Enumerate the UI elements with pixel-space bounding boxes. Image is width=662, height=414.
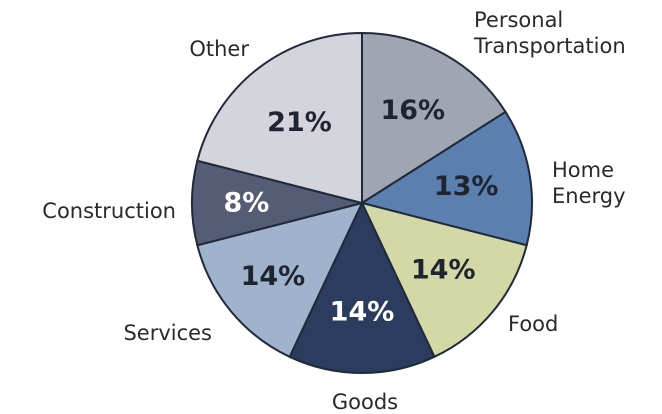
- percent-labels-layer: 16% 13% 14% 14% 14% 8% 21%: [223, 95, 498, 327]
- slice-goods: [288, 200, 436, 374]
- percent-label-services: 14%: [241, 261, 306, 292]
- percent-label-other: 21%: [267, 107, 332, 138]
- percent-label-goods: 14%: [330, 296, 395, 327]
- percent-label-food: 14%: [411, 255, 476, 286]
- category-label-line: Transportation: [473, 34, 626, 58]
- category-label-goods: Goods: [332, 390, 398, 414]
- slice-home-energy: [359, 110, 533, 247]
- category-label-personal-transportation: Personal Transportation: [473, 8, 626, 58]
- category-label-line: Personal: [474, 8, 563, 32]
- category-label-other: Other: [189, 37, 249, 61]
- slice-services: [196, 201, 364, 359]
- category-label-line: Services: [123, 321, 212, 345]
- slice-personal-transportation: [361, 31, 507, 205]
- category-label-line: Food: [508, 312, 558, 336]
- category-label-line: Construction: [42, 199, 176, 223]
- category-label-home-energy: Home Energy: [552, 158, 626, 208]
- category-label-services: Services: [123, 321, 212, 345]
- category-label-line: Other: [189, 37, 249, 61]
- percent-label-personal-transportation: 16%: [380, 95, 445, 126]
- category-label-line: Goods: [332, 390, 398, 414]
- category-label-line: Energy: [552, 184, 626, 208]
- category-label-food: Food: [508, 312, 558, 336]
- slice-other: [196, 31, 363, 205]
- slice-food: [360, 201, 528, 359]
- category-label-construction: Construction: [42, 199, 176, 223]
- slices-layer: [191, 31, 533, 374]
- percent-label-home-energy: 13%: [434, 171, 499, 202]
- category-label-line: Home: [552, 158, 614, 182]
- percent-label-construction: 8%: [223, 188, 269, 219]
- category-labels-layer: Personal Transportation Home Energy Food Good…: [42, 8, 625, 414]
